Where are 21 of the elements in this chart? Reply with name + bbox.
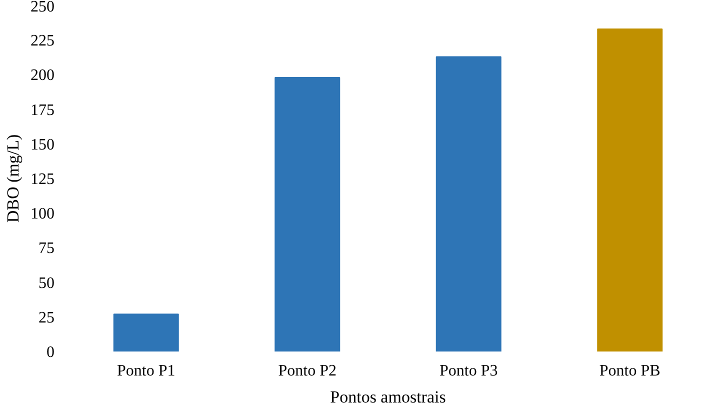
- bar: [436, 56, 502, 352]
- y-tick-label: 175: [30, 102, 54, 119]
- y-axis-title: DBO (mg/L): [4, 134, 22, 223]
- y-tick-label: 150: [30, 136, 54, 154]
- y-tick-label: 225: [30, 32, 54, 50]
- x-tick-label: Ponto PB: [599, 362, 660, 380]
- y-tick-label: 75: [38, 240, 54, 258]
- bar: [274, 76, 340, 352]
- y-tick-label: 125: [30, 171, 54, 188]
- y-tick-label: 200: [30, 67, 54, 84]
- x-tick-label: Ponto P3: [440, 362, 498, 380]
- bar: [113, 314, 179, 352]
- y-tick-label: 250: [30, 0, 54, 16]
- y-tick-label: 25: [38, 309, 54, 326]
- y-tick-label: 50: [38, 274, 54, 292]
- bar: [597, 28, 663, 352]
- y-tick-label: 100: [30, 206, 54, 223]
- x-tick-label: Ponto P1: [117, 362, 176, 380]
- y-tick-label: 0: [46, 344, 54, 361]
- x-tick-label: Ponto P2: [278, 362, 337, 380]
- x-axis-title: Pontos amostrais: [330, 388, 446, 406]
